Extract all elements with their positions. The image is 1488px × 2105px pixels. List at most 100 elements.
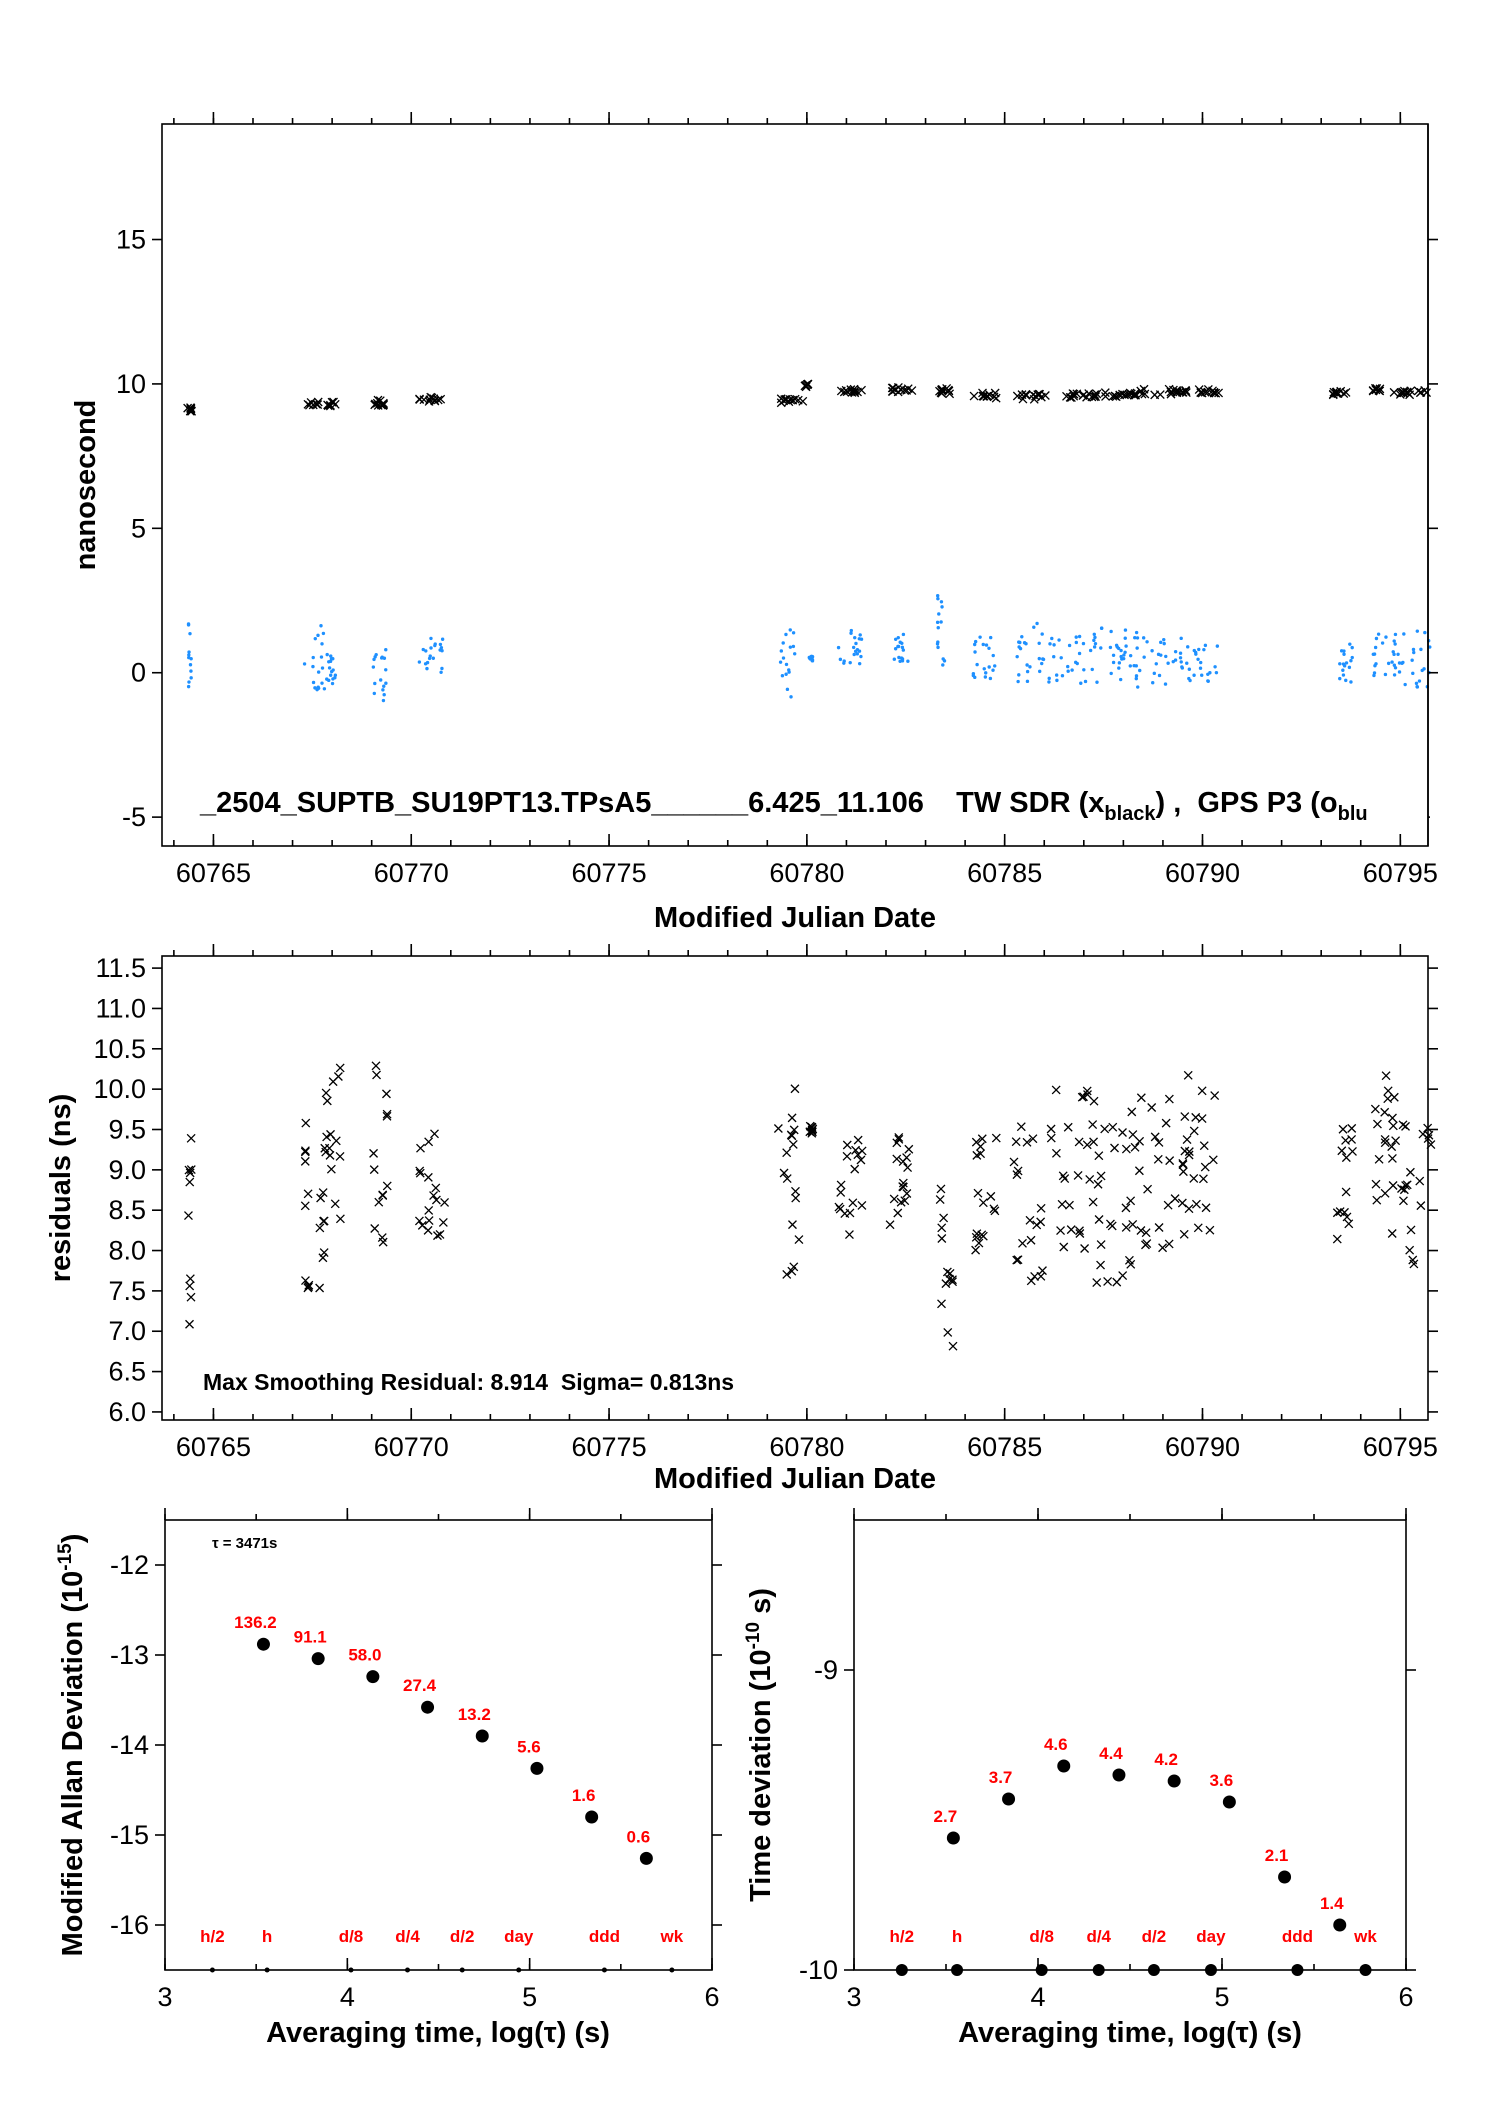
- residual-series-point: [300, 1156, 310, 1166]
- residual-series-point: [844, 1230, 854, 1240]
- tw-series-point: [1012, 391, 1022, 401]
- gps-series-point: [1057, 638, 1061, 642]
- gps-series-point: [1397, 661, 1402, 665]
- residual-series-point: [1135, 1136, 1145, 1146]
- mdev-chart-ref-label-2: d/8: [339, 1927, 364, 1946]
- residual-series-point: [1121, 1222, 1131, 1232]
- residual-series-point: [1121, 1203, 1131, 1213]
- mdev-chart-annotation: τ = 3471s: [212, 1535, 277, 1552]
- gps-series-point: [1111, 653, 1116, 657]
- residual-series-point: [889, 1194, 899, 1204]
- gps-series-point: [1348, 642, 1352, 646]
- residual-series-point: [791, 1186, 800, 1196]
- residual-series-point: [986, 1191, 996, 1201]
- gps-series-point: [316, 670, 321, 674]
- tdev-chart-x-axis-label: Averaging time, log(τ) (s): [958, 2017, 1302, 2049]
- residual-series-point: [440, 1197, 450, 1207]
- residual-series-point: [328, 1077, 338, 1087]
- gps-series-point: [439, 670, 443, 675]
- main-chart-annotation: _2504_SUPTB_SU19PT13.TPsA5______6.425_11…: [199, 787, 1368, 825]
- gps-series-point: [1393, 642, 1397, 646]
- residual-series-point: [318, 1253, 328, 1263]
- residuals-chart-y-tick-label-3: 7.5: [108, 1276, 146, 1306]
- gps-series-point: [429, 646, 433, 650]
- residual-series-point: [903, 1163, 913, 1173]
- residual-series-point: [431, 1195, 441, 1205]
- residual-series-point: [973, 1188, 983, 1198]
- residual-series-point: [300, 1201, 310, 1211]
- gps-series-point: [1397, 670, 1402, 674]
- mdev-chart-y-axis-label: Modified Allan Deviation (10-15): [55, 1534, 89, 1957]
- tdev-chart-point-label-6: 2.1: [1265, 1846, 1289, 1865]
- residual-series-point: [1080, 1244, 1090, 1253]
- gps-series-point: [936, 597, 940, 601]
- residual-series-point: [788, 1139, 798, 1149]
- residual-series-point: [1018, 1238, 1027, 1248]
- tw-series-point: [935, 386, 944, 396]
- main-chart-legend-gps-sub: blu: [1338, 803, 1368, 825]
- residual-series-point: [853, 1135, 863, 1145]
- mdev-chart-point-label-2: 58.0: [348, 1646, 381, 1665]
- residual-series-point: [185, 1319, 194, 1329]
- residual-series-point: [318, 1188, 328, 1198]
- residual-series-point: [1347, 1123, 1357, 1133]
- residual-series-point: [1191, 1199, 1201, 1209]
- tw-series-point: [1129, 390, 1139, 400]
- tdev-chart-panel: 2.7 3.7 4.6 4.4 4.2 3.6 2.1 1.4 h/2 h d/8 d/4 d/2 day…: [743, 1508, 1416, 2049]
- tw-series-point: [1333, 389, 1343, 399]
- tw-series-point: [1069, 389, 1079, 399]
- residual-series-point: [183, 1211, 193, 1220]
- mdev-chart-point-label-7: 0.6: [627, 1827, 651, 1846]
- gps-series-point: [989, 635, 993, 640]
- tdev-chart-y-axis-label-end: s): [745, 1588, 777, 1622]
- gps-series-point: [1373, 645, 1378, 650]
- residual-series-point: [335, 1151, 345, 1161]
- gps-series-point: [1344, 661, 1349, 665]
- tw-series-point: [370, 399, 380, 409]
- tdev-chart-y-tick-label-1: -9: [814, 1655, 838, 1685]
- residual-series-point: [1013, 1166, 1023, 1176]
- gps-series-point: [1393, 632, 1398, 637]
- gps-series-point: [1092, 632, 1096, 637]
- gps-series-point: [1341, 668, 1345, 672]
- residual-series-point: [977, 1134, 987, 1144]
- residual-series-point: [974, 1238, 984, 1248]
- mdev-chart-point-7: [639, 1851, 653, 1865]
- tw-series-point: [323, 401, 333, 411]
- residual-series-point: [322, 1132, 332, 1142]
- residual-series-point: [894, 1134, 904, 1144]
- tw-series-point: [846, 385, 856, 395]
- residual-series-point: [320, 1143, 330, 1153]
- gps-series-point: [810, 658, 815, 662]
- gps-series-point: [791, 631, 796, 635]
- tdev-chart-point-label-4: 4.2: [1154, 1750, 1178, 1769]
- gps-series-point: [1099, 646, 1103, 650]
- gps-series-point: [1048, 642, 1052, 646]
- gps-series-point: [940, 605, 944, 609]
- gps-series-point: [1025, 663, 1029, 667]
- residual-series-point: [1121, 1144, 1131, 1154]
- tw-series-point: [1332, 388, 1341, 398]
- residual-series-point: [1399, 1185, 1409, 1195]
- gps-series-point: [1054, 673, 1059, 677]
- gps-series-point: [425, 660, 430, 665]
- residual-series-point: [904, 1144, 914, 1154]
- gps-series-point: [1136, 685, 1140, 689]
- gps-series-point: [1059, 656, 1063, 660]
- gps-series-point: [901, 648, 906, 652]
- mdev-chart-x-axis-label: Averaging time, log(τ) (s): [266, 2017, 610, 2049]
- residual-series-point: [937, 1223, 947, 1233]
- mdev-chart-point-1: [311, 1652, 325, 1666]
- residual-series-point: [1012, 1255, 1022, 1265]
- residual-series-point: [316, 1193, 326, 1203]
- residual-series-point: [1141, 1228, 1151, 1238]
- residual-series-point: [1338, 1124, 1348, 1134]
- gps-series-point: [1339, 649, 1344, 653]
- residual-series-point: [374, 1197, 384, 1207]
- gps-series-point: [988, 676, 993, 681]
- residual-series-point: [1026, 1235, 1036, 1245]
- gps-series-point: [939, 600, 944, 604]
- residual-series-point: [1332, 1208, 1342, 1218]
- residual-series-point: [321, 1088, 331, 1098]
- gps-series-point: [1093, 635, 1097, 640]
